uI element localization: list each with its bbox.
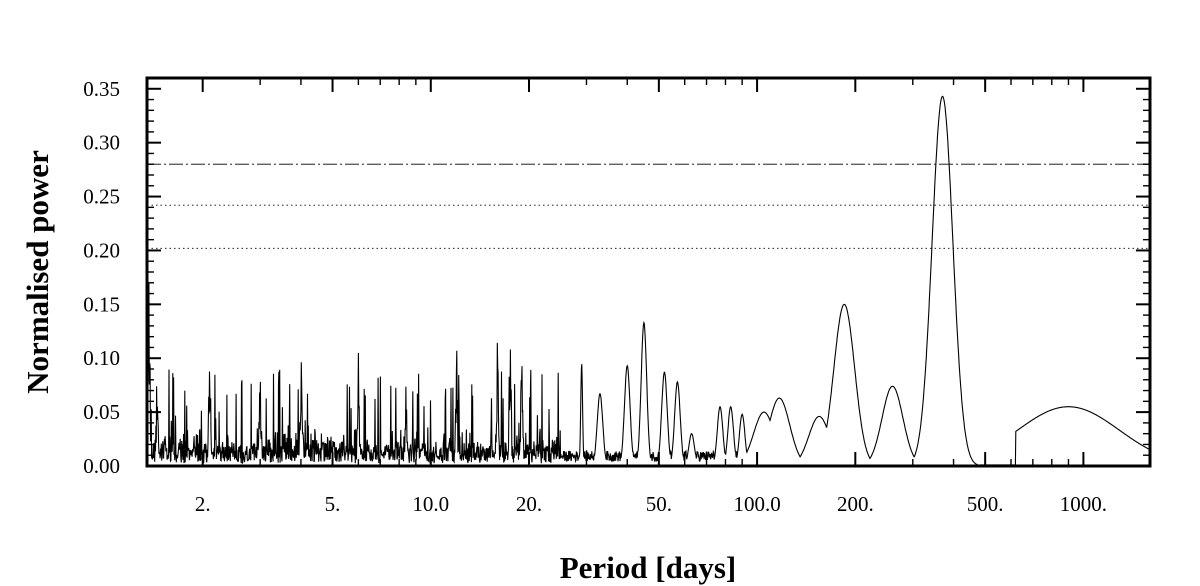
y-tick-label: 0.30 xyxy=(83,131,120,155)
y-tick-label: 0.25 xyxy=(83,185,120,209)
x-tick-label: 100.0 xyxy=(733,492,780,516)
y-tick-label: 0.20 xyxy=(83,238,120,262)
x-tick-label: 20. xyxy=(516,492,542,516)
x-tick-label: 5. xyxy=(325,492,341,516)
x-tick-label: 1000. xyxy=(1060,492,1107,516)
y-axis-title: Normalised power xyxy=(20,150,55,394)
x-tick-label: 10.0 xyxy=(412,492,449,516)
plot-frame xyxy=(145,76,1152,468)
x-tick-label: 50. xyxy=(646,492,672,516)
x-tick-label: 200. xyxy=(837,492,874,516)
y-tick-label: 0.00 xyxy=(83,454,120,478)
y-tick-labels: 0.00 0.05 0.10 0.15 0.20 0.25 0.30 0.35 xyxy=(83,77,120,478)
threshold-lines xyxy=(147,163,1150,249)
y-tick-label: 0.05 xyxy=(83,400,120,424)
x-tick-label: 500. xyxy=(967,492,1004,516)
y-tick-label: 0.10 xyxy=(83,346,120,370)
x-axis-title: Period [days] xyxy=(560,550,737,585)
axis-ticks xyxy=(147,78,1150,467)
x-tick-labels: 2. 5. 10.0 20. 50. 100.0 200. 500. 1000. xyxy=(195,492,1107,516)
x-tick-label: 2. xyxy=(195,492,211,516)
y-tick-label: 0.15 xyxy=(83,292,120,316)
power-spectrum-line xyxy=(147,95,1150,466)
y-tick-label: 0.35 xyxy=(83,77,120,101)
